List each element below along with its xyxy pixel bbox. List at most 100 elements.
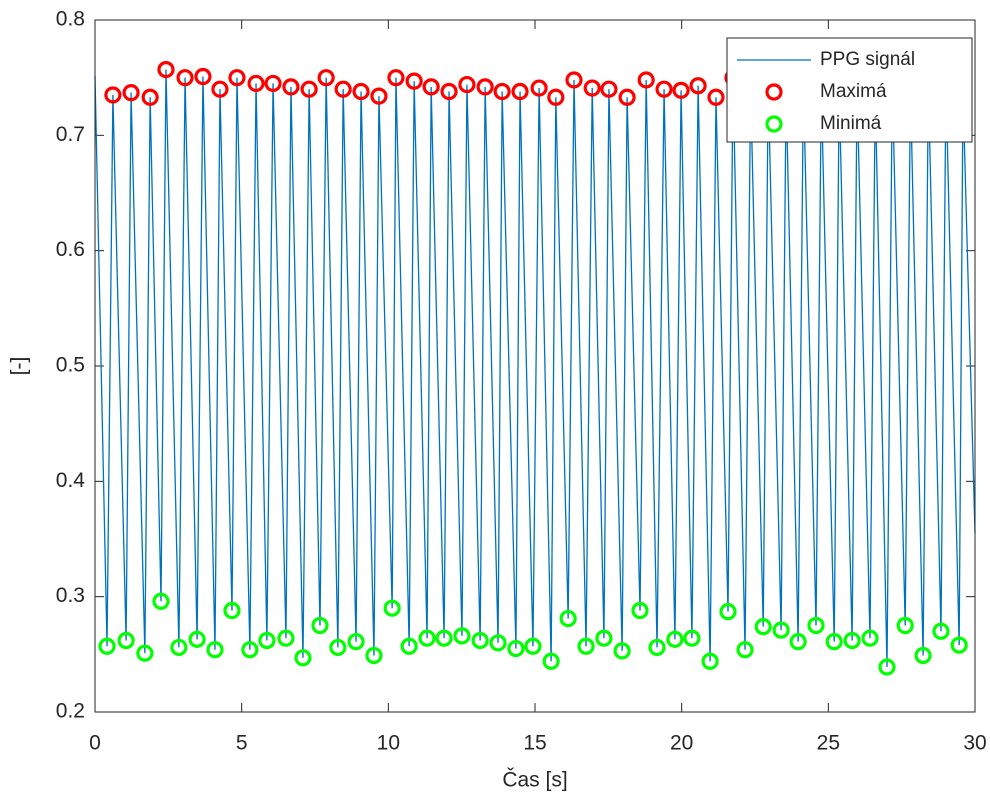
- signal-line: [94, 69, 976, 668]
- marker: [789, 633, 807, 651]
- x-tick-label: 20: [670, 732, 693, 755]
- marker: [317, 69, 335, 87]
- marker: [600, 80, 618, 98]
- marker: [311, 616, 329, 635]
- marker: [206, 641, 224, 659]
- marker: [440, 82, 458, 101]
- marker: [689, 77, 707, 95]
- marker: [264, 74, 282, 93]
- marker: [878, 658, 896, 676]
- marker: [170, 638, 188, 657]
- marker: [583, 79, 601, 97]
- marker: [141, 88, 159, 106]
- marker: [136, 644, 154, 662]
- marker: [613, 642, 631, 660]
- marker: [471, 631, 489, 650]
- x-tick-label: 30: [963, 732, 986, 755]
- marker: [672, 81, 690, 99]
- marker: [241, 641, 259, 659]
- marker: [701, 652, 719, 670]
- legend-label: Maximá: [820, 81, 887, 102]
- y-axis-label: [-]: [8, 357, 31, 376]
- marker: [300, 80, 318, 98]
- marker: [228, 69, 246, 87]
- marker: [914, 646, 932, 665]
- marker: [825, 633, 843, 651]
- marker: [104, 86, 122, 104]
- y-tick-label: 0.8: [56, 8, 85, 31]
- y-tick-label: 0.2: [56, 700, 85, 723]
- x-axis-label: Čas [s]: [502, 769, 567, 792]
- marker: [507, 639, 525, 658]
- marker: [493, 82, 511, 101]
- marker: [387, 69, 405, 87]
- marker: [194, 67, 212, 86]
- marker: [655, 80, 673, 98]
- marker: [453, 627, 471, 645]
- marker: [542, 652, 560, 670]
- marker: [211, 80, 229, 98]
- marker: [932, 622, 950, 640]
- marker: [631, 601, 649, 620]
- y-tick-label: 0.4: [56, 469, 86, 492]
- marker: [637, 71, 655, 89]
- marker: [547, 88, 565, 106]
- marker: [223, 601, 241, 620]
- marker: [950, 636, 968, 654]
- marker: [565, 71, 583, 89]
- legend-label: PPG signál: [820, 49, 915, 70]
- marker: [347, 633, 365, 651]
- marker: [843, 631, 861, 650]
- marker: [524, 637, 542, 655]
- marker: [117, 631, 135, 650]
- marker: [530, 79, 548, 97]
- marker: [489, 634, 507, 652]
- marker: [476, 78, 494, 96]
- marker: [754, 618, 772, 636]
- legend-label: Minimá: [820, 113, 882, 134]
- marker: [405, 72, 423, 90]
- marker: [861, 629, 879, 647]
- y-tick-label: 0.5: [56, 354, 85, 377]
- x-tick-label: 10: [377, 732, 400, 755]
- x-tick-label: 5: [236, 732, 248, 755]
- legend-marker: [765, 83, 783, 101]
- marker: [277, 629, 295, 647]
- marker: [577, 637, 595, 655]
- marker: [188, 630, 206, 648]
- axes-box: [94, 19, 976, 713]
- marker: [458, 75, 476, 94]
- marker: [247, 74, 265, 93]
- marker: [282, 78, 300, 96]
- marker: [329, 638, 347, 657]
- marker: [365, 646, 383, 665]
- marker: [422, 78, 440, 96]
- marker: [352, 82, 370, 101]
- marker: [435, 629, 453, 647]
- marker: [595, 629, 613, 647]
- marker: [176, 69, 194, 87]
- marker: [618, 88, 636, 106]
- marker: [807, 616, 825, 635]
- marker: [400, 637, 418, 655]
- y-tick-label: 0.6: [56, 238, 85, 261]
- marker: [258, 631, 276, 650]
- marker: [334, 80, 352, 98]
- x-tick-label: 15: [523, 732, 546, 755]
- x-tick-label: 25: [817, 732, 840, 755]
- marker: [98, 637, 116, 655]
- marker: [648, 638, 666, 657]
- x-tick-label: 0: [89, 732, 101, 755]
- marker: [511, 82, 529, 101]
- marker: [294, 649, 312, 667]
- marker: [152, 592, 170, 610]
- marker: [559, 609, 577, 628]
- marker: [370, 87, 388, 105]
- marker: [772, 621, 790, 639]
- y-tick-label: 0.3: [56, 584, 85, 607]
- marker: [122, 84, 140, 102]
- legend-marker: [765, 115, 783, 133]
- marker: [666, 630, 684, 648]
- marker: [418, 629, 436, 647]
